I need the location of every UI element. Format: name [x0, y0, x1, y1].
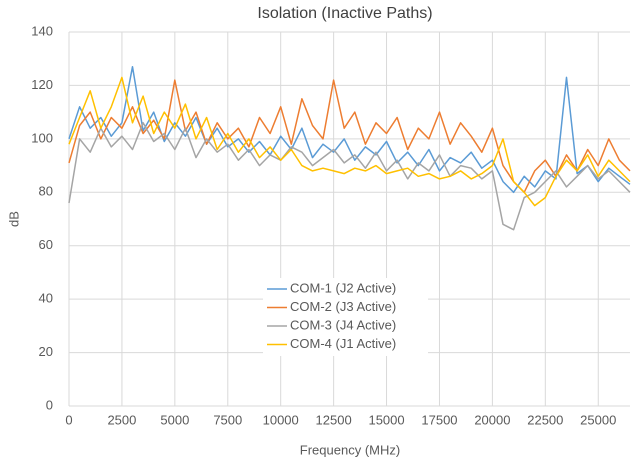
x-tick-label: 17500	[421, 412, 457, 427]
y-tick-label: 40	[39, 291, 53, 306]
legend-label: COM-1 (J2 Active)	[290, 280, 396, 295]
y-tick-label: 20	[39, 344, 53, 359]
x-axis-label: Frequency (MHz)	[300, 442, 400, 457]
series-line	[68, 122, 631, 231]
x-tick-label: 0	[65, 412, 72, 427]
x-tick-label: 5000	[160, 412, 189, 427]
series-line	[68, 76, 631, 207]
y-tick-label: 0	[46, 397, 53, 412]
y-tick-label: 60	[39, 237, 53, 252]
legend-label: COM-4 (J1 Active)	[290, 336, 396, 351]
legend-box	[263, 278, 428, 356]
chart-title: Isolation (Inactive Paths)	[257, 5, 432, 22]
legend-label: COM-2 (J3 Active)	[290, 299, 396, 314]
x-tick-label: 2500	[107, 412, 136, 427]
y-tick-label: 140	[31, 23, 53, 38]
x-tick-label: 15000	[368, 412, 404, 427]
x-tick-label: 12500	[316, 412, 352, 427]
x-tick-label: 10000	[263, 412, 299, 427]
x-tick-label: 22500	[527, 412, 563, 427]
legend: COM-1 (J2 Active) COM-2 (J3 Active) COM-3 …	[263, 278, 428, 356]
y-tick-label: 80	[39, 184, 53, 199]
grid: 0 20 40 60 80 100 120 140 0 2500 5000 7500 10000 1250…	[31, 23, 630, 427]
series-line	[68, 79, 631, 194]
lines	[68, 65, 631, 231]
legend-label: COM-3 (J4 Active)	[290, 317, 396, 332]
y-tick-label: 120	[31, 77, 53, 92]
x-tick-label: 20000	[474, 412, 510, 427]
y-tick-label: 100	[31, 130, 53, 145]
y-axis-label: dB	[6, 211, 21, 227]
x-tick-label: 7500	[213, 412, 242, 427]
x-tick-label: 25000	[580, 412, 616, 427]
